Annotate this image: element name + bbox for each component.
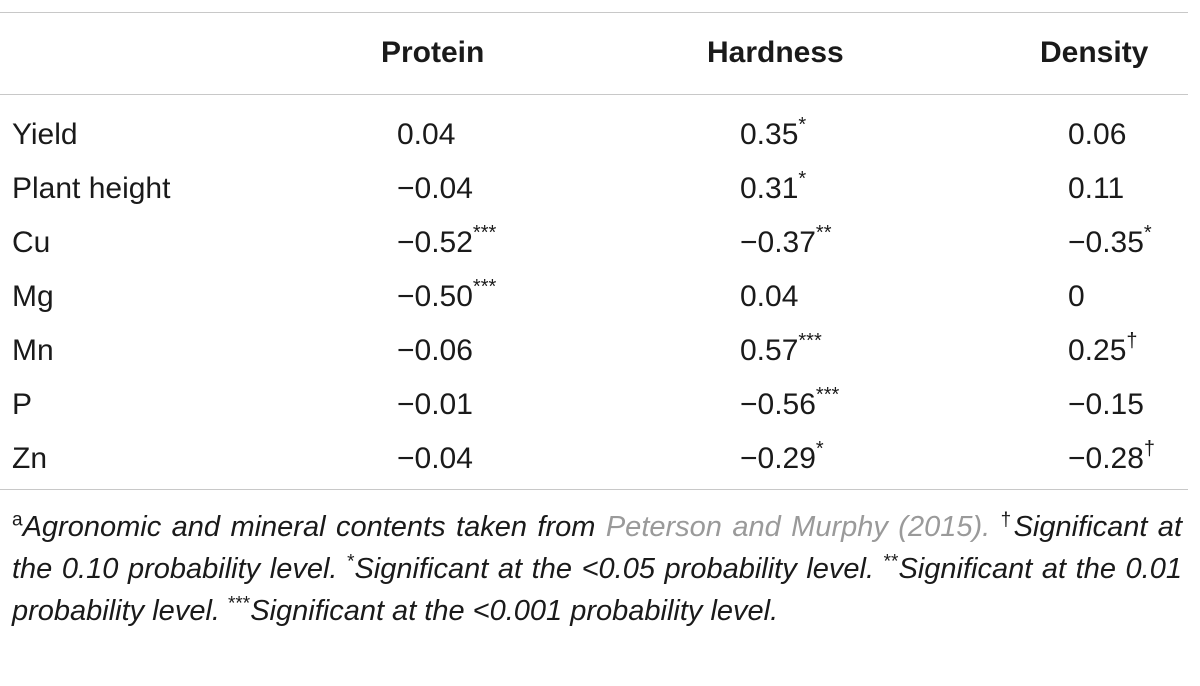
footnote-a-text: Agronomic and mineral contents taken fro… bbox=[22, 511, 596, 543]
density-value: −0.28† bbox=[1068, 438, 1156, 475]
table-row: Plant height −0.04 0.31* 0.11 bbox=[0, 162, 1188, 216]
column-header-hardness: Hardness bbox=[707, 36, 844, 69]
protein-value: −0.06 bbox=[397, 334, 473, 367]
density-value: −0.15 bbox=[1068, 388, 1144, 421]
table-footnotes: aAgronomic and mineral contents taken fr… bbox=[12, 506, 1182, 632]
row-label: P bbox=[12, 388, 33, 421]
table-row: Cu −0.52*** −0.37** −0.35* bbox=[0, 216, 1188, 270]
density-value: 0.06 bbox=[1068, 118, 1127, 151]
hardness-value: −0.37** bbox=[740, 222, 832, 259]
column-header-protein: Protein bbox=[381, 36, 485, 69]
table-row: Mn −0.06 0.57*** 0.25† bbox=[0, 324, 1188, 378]
density-value: 0.25† bbox=[1068, 330, 1138, 367]
protein-value: −0.04 bbox=[397, 172, 473, 205]
footnote-dagger-text: Significant at the 0.10 probability leve… bbox=[12, 511, 1182, 585]
protein-value: −0.04 bbox=[397, 442, 473, 475]
row-label: Zn bbox=[12, 442, 48, 475]
protein-value: −0.52*** bbox=[397, 222, 497, 259]
table-row: P −0.01 −0.56*** −0.15 bbox=[0, 378, 1188, 432]
protein-value: −0.50*** bbox=[397, 276, 497, 313]
reference-link[interactable]: Peterson and Murphy (2015). bbox=[605, 511, 991, 543]
density-value: −0.35* bbox=[1068, 222, 1152, 259]
row-label: Cu bbox=[12, 226, 51, 259]
hardness-value: 0.04 bbox=[740, 280, 799, 313]
table-row: Yield 0.04 0.35* 0.06 bbox=[0, 108, 1188, 162]
footnote-a-mark: a bbox=[12, 509, 23, 531]
hardness-value: −0.56*** bbox=[740, 384, 840, 421]
footnote-star1-mark: * bbox=[347, 551, 355, 573]
table-row: Zn −0.04 −0.29* −0.28† bbox=[0, 432, 1188, 486]
table-row: Mg −0.50*** 0.04 0 bbox=[0, 270, 1188, 324]
table-bottom-rule bbox=[0, 489, 1188, 490]
footnote-star1-text: Significant at the <0.05 probability lev… bbox=[354, 553, 875, 585]
row-label: Plant height bbox=[12, 172, 171, 205]
table-body: Yield 0.04 0.35* 0.06 Plant height −0.04… bbox=[0, 108, 1188, 486]
row-label: Yield bbox=[12, 118, 78, 151]
footnote-star3-text: Significant at the <0.001 probability le… bbox=[250, 595, 779, 627]
footnote-star3-mark: *** bbox=[228, 593, 251, 615]
hardness-value: 0.31* bbox=[740, 168, 807, 205]
density-value: 0 bbox=[1068, 280, 1085, 313]
table-top-rule bbox=[0, 12, 1188, 13]
density-value: 0.11 bbox=[1068, 172, 1125, 205]
protein-value: −0.01 bbox=[397, 388, 473, 421]
row-label: Mg bbox=[12, 280, 54, 313]
column-header-density: Density bbox=[1040, 36, 1149, 69]
protein-value: 0.04 bbox=[397, 118, 456, 151]
hardness-value: −0.29* bbox=[740, 438, 824, 475]
table-header-row: Protein Hardness Density bbox=[0, 26, 1188, 80]
footnote-dagger-mark: † bbox=[1000, 509, 1014, 531]
row-label: Mn bbox=[12, 334, 54, 367]
footnote-star2-mark: ** bbox=[883, 551, 899, 573]
hardness-value: 0.57*** bbox=[740, 330, 822, 367]
hardness-value: 0.35* bbox=[740, 114, 807, 151]
footnote-star2-text: Significant at the 0.01 probability leve… bbox=[12, 553, 1182, 627]
table-header-rule bbox=[0, 94, 1188, 95]
